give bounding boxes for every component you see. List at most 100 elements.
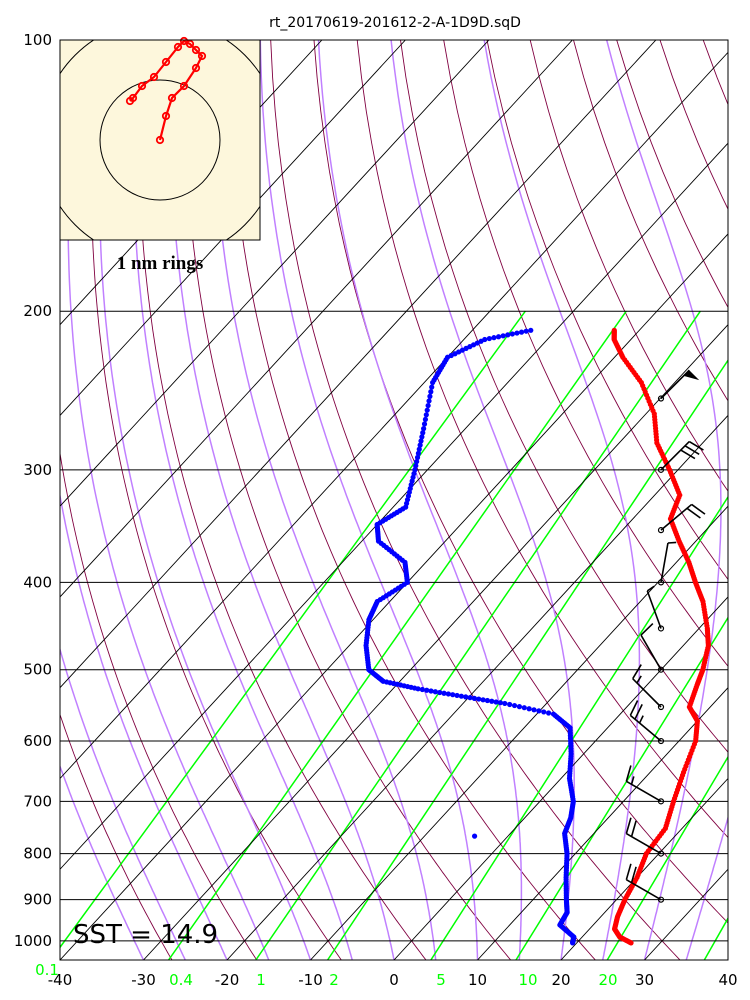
wind-barb-staff <box>632 678 662 708</box>
wind-barb-half <box>630 776 635 785</box>
wind-barb-staff <box>625 832 662 855</box>
y-tick-label: 600 <box>23 732 52 750</box>
wind-barb <box>629 700 665 745</box>
wind-barb-full <box>640 623 654 636</box>
hodograph-point <box>149 72 159 82</box>
dewpoint-profile-point <box>422 416 429 423</box>
wind-barb-station <box>657 703 665 711</box>
dewpoint-profile-point <box>419 686 425 693</box>
wind-barb-station <box>657 579 665 586</box>
isotherm-line <box>60 233 728 960</box>
wind-barb-full <box>625 863 632 880</box>
wind-barb-staff <box>625 780 662 803</box>
mixing-ratio-label: 20 <box>598 971 617 989</box>
hodograph-point <box>191 45 201 55</box>
dewpoint-profile-point <box>421 426 427 432</box>
dewpoint-profile-point <box>425 402 431 409</box>
dewpoint-profile-point <box>426 398 432 404</box>
wind-barb <box>657 369 700 402</box>
moist-adiabat-line <box>685 815 728 960</box>
mixing-ratio-line <box>60 310 526 949</box>
x-tick-label: -20 <box>215 971 240 989</box>
dewpoint-profile-point <box>420 430 426 436</box>
dry-adiabat-line <box>227 40 596 960</box>
dewpoint-profile-point <box>505 332 511 338</box>
x-tick-label: 0 <box>389 971 399 989</box>
dewpoint-profile-point <box>516 704 522 710</box>
dewpoint-profile-point <box>424 407 430 413</box>
wind-barb <box>646 585 665 632</box>
mixing-ratio-label: 5 <box>436 971 446 989</box>
wind-barb-staff <box>629 714 662 742</box>
hodograph-point <box>155 135 165 145</box>
dewpoint-profile-point <box>486 335 492 342</box>
dewpoint-profile-point <box>467 695 473 701</box>
dewpoint-profile-point <box>536 708 542 714</box>
wind-barb-half <box>636 675 642 684</box>
dewpoint-profile-point <box>429 384 435 390</box>
dewpoint-profile-point <box>528 327 534 333</box>
wind-barb-staff <box>646 590 662 629</box>
wind-barb-full <box>625 765 632 782</box>
wind-barb-half <box>667 541 677 544</box>
dewpoint-profile-point <box>454 692 460 699</box>
hodograph-point <box>161 111 171 121</box>
sst-label: SST = 14.9 <box>73 920 218 950</box>
y-tick-label: 800 <box>23 845 52 863</box>
dewpoint-profile-point <box>417 442 423 448</box>
dewpoint-profile-point <box>421 421 428 427</box>
mixing-ratio-label: 1 <box>256 971 266 989</box>
dewpoint-profile-point <box>413 463 419 469</box>
wind-barb <box>657 503 706 534</box>
wind-barb-station <box>657 896 665 903</box>
mixing-ratio-label: 10 <box>518 971 537 989</box>
isotherm-line <box>60 142 728 870</box>
temperature-profile <box>611 327 711 946</box>
wind-barb-station <box>657 737 665 745</box>
wind-barb-full <box>630 866 637 883</box>
wind-barb <box>625 765 665 805</box>
moist-adiabat-line <box>67 40 270 960</box>
dewpoint-profile-point <box>415 450 421 456</box>
hodograph-point <box>179 36 189 46</box>
hodograph-point <box>125 96 135 106</box>
hodograph-inset <box>59 36 261 241</box>
dry-adiabat-line <box>356 40 728 839</box>
dewpoint-profile-point <box>509 331 515 337</box>
dewpoint-profile-point <box>445 691 451 697</box>
mixing-ratio-label: 0.4 <box>169 971 193 989</box>
dewpoint-stray-point <box>471 833 478 839</box>
mixing-ratio-line <box>167 310 627 960</box>
dry-adiabat-line <box>529 40 728 492</box>
hodograph-point <box>137 81 147 91</box>
wind-barb-full <box>630 820 637 837</box>
dewpoint-profile-point <box>493 699 499 705</box>
dewpoint-profile-point <box>458 693 464 699</box>
wind-barb <box>657 440 704 473</box>
dry-adiabat-line <box>270 40 681 960</box>
dewpoint-profile-point <box>428 389 434 395</box>
wind-barb-station <box>657 527 665 534</box>
dewpoint-profile-point <box>424 687 430 693</box>
isotherm-line <box>60 51 728 780</box>
dewpoint-profile-point <box>500 333 506 339</box>
dewpoint-profile-point <box>427 393 433 399</box>
wind-barb-flag <box>683 370 700 381</box>
dewpoint-profile-point <box>518 329 525 335</box>
wind-barb-full <box>634 704 643 720</box>
x-tick-label: -30 <box>131 971 156 989</box>
wind-barb-full <box>629 700 639 716</box>
wind-barb-full <box>686 507 701 519</box>
wind-barb-full <box>691 503 706 515</box>
wind-barb-half <box>638 715 644 724</box>
hodograph-track <box>129 39 204 141</box>
y-tick-label: 300 <box>23 461 52 479</box>
mixing-ratio-line <box>515 616 728 960</box>
dewpoint-profile-point <box>412 467 418 473</box>
dewpoint-profile-point <box>495 334 502 340</box>
dry-adiabat-line <box>747 40 750 960</box>
dewpoint-profile-point <box>484 697 491 704</box>
wind-barb-staff <box>660 542 669 583</box>
y-tick-label: 700 <box>23 792 52 810</box>
